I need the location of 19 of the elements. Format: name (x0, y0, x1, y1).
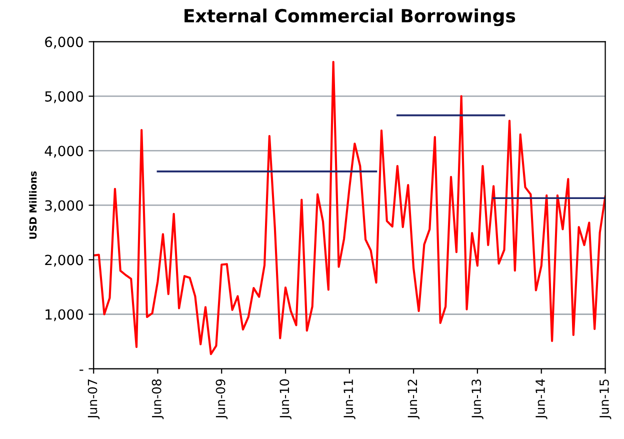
y-axis-title: USD Millions (29, 171, 37, 239)
x-tick-label: Jun-10 (280, 379, 292, 420)
y-tick-label: - (80, 370, 84, 371)
y-tick-label: 3,000 (45, 200, 83, 212)
y-tick-label: 2,000 (45, 254, 83, 267)
y-tick-label: 6,000 (45, 36, 83, 49)
x-tick-label: Jun-08 (152, 379, 164, 420)
y-tick-label: 1,000 (46, 309, 83, 322)
x-tick-label: Jun-07 (88, 380, 100, 420)
y-tick-label: 4,000 (44, 146, 83, 158)
x-tick-label: Jun-14 (536, 379, 548, 420)
x-tick-label: Jun-15 (600, 380, 612, 420)
line-series (94, 60, 606, 356)
y-tick-label: 5,000 (45, 91, 83, 104)
x-tick-label: Jun-11 (344, 380, 356, 420)
x-tick-label: Jun-09 (216, 379, 228, 420)
x-tick-label: Jun-12 (408, 380, 420, 420)
chart-title: External Commercial Borrowings (184, 8, 516, 26)
x-tick-label: Jun-13 (472, 379, 484, 420)
